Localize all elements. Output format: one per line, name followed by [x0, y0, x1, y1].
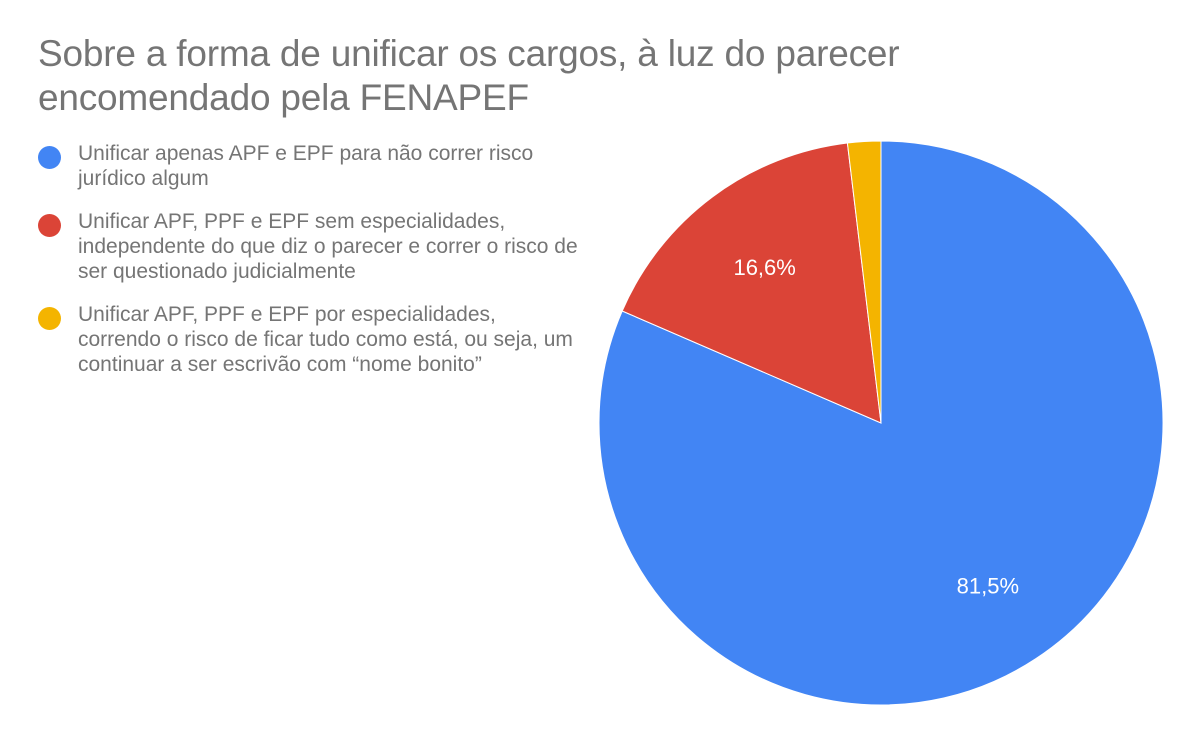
- chart-title: Sobre a forma de unificar os cargos, à l…: [38, 33, 900, 118]
- slice-data-label: 81,5%: [957, 574, 1019, 599]
- legend-item: Unificar APF, PPF e EPF sem especialidad…: [38, 209, 578, 284]
- legend-label: Unificar APF, PPF e EPF sem especialidad…: [78, 210, 578, 283]
- chart-legend: Unificar apenas APF e EPF para não corre…: [38, 141, 578, 395]
- legend-item: Unificar APF, PPF e EPF por especialidad…: [38, 302, 578, 377]
- legend-swatch: [38, 214, 61, 237]
- pie-slice: [621, 142, 882, 424]
- legend-label: Unificar apenas APF e EPF para não corre…: [78, 142, 534, 190]
- legend-swatch: [38, 307, 61, 330]
- legend-item: Unificar apenas APF e EPF para não corre…: [38, 141, 578, 191]
- slice-data-label: 16,6%: [733, 255, 795, 280]
- legend-swatch: [38, 146, 61, 169]
- legend-label: Unificar APF, PPF e EPF por especialidad…: [78, 303, 573, 376]
- pie-slice: [846, 140, 882, 424]
